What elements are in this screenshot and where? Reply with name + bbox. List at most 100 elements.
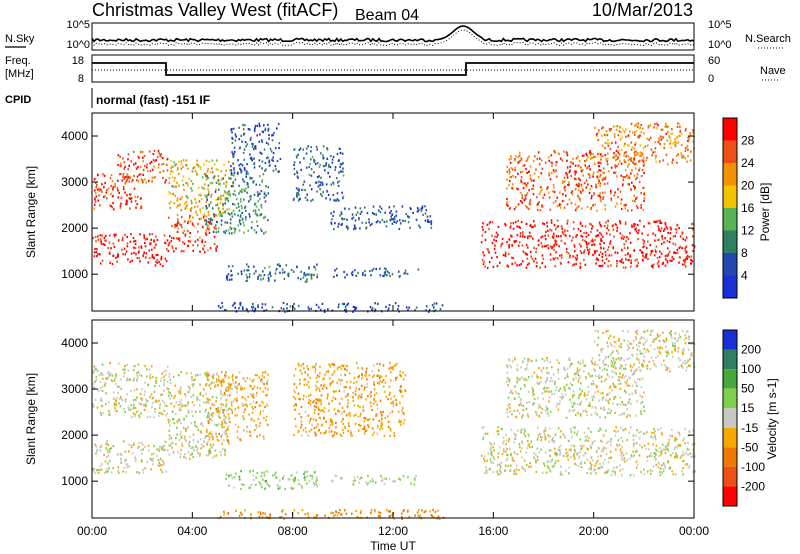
range-cell — [244, 141, 247, 144]
range-cell — [303, 367, 305, 370]
range-cell — [665, 225, 668, 228]
range-cell — [661, 135, 663, 139]
range-cell — [621, 136, 624, 139]
range-cell — [614, 191, 616, 194]
range-cell — [577, 228, 580, 231]
range-cell — [532, 184, 535, 187]
range-cell — [256, 471, 259, 475]
range-cell — [685, 236, 688, 239]
range-cell — [637, 160, 640, 163]
range-cell — [199, 393, 201, 396]
range-cell — [169, 235, 171, 238]
range-cell — [318, 389, 321, 392]
range-cell — [241, 306, 244, 309]
range-cell — [332, 380, 334, 383]
range-cell — [484, 265, 486, 268]
range-cell — [252, 469, 254, 472]
range-cell — [220, 397, 222, 400]
range-cell — [116, 260, 118, 263]
range-cell — [399, 478, 401, 481]
range-cell — [567, 458, 569, 461]
range-cell — [557, 257, 559, 260]
range-cell — [613, 429, 616, 432]
range-cell — [410, 207, 412, 211]
range-cell — [596, 152, 599, 156]
range-cell — [302, 148, 304, 151]
range-cell — [362, 271, 364, 275]
range-cell — [192, 394, 195, 397]
range-cell — [231, 265, 234, 268]
range-cell — [100, 387, 102, 390]
range-cell — [104, 234, 107, 237]
range-cell — [427, 218, 429, 222]
range-cell — [553, 440, 556, 443]
range-cell — [623, 235, 626, 239]
range-cell — [578, 197, 581, 200]
range-cell — [207, 434, 209, 437]
range-cell — [391, 273, 394, 276]
range-cell — [318, 180, 320, 183]
range-cell — [607, 248, 609, 251]
range-cell — [297, 479, 300, 482]
range-cell — [205, 408, 207, 411]
range-cell — [513, 469, 515, 472]
range-cell — [193, 421, 196, 424]
range-cell — [362, 427, 364, 430]
range-cell — [604, 471, 607, 474]
range-cell — [484, 231, 487, 234]
range-cell — [133, 442, 135, 445]
range-cell — [342, 195, 345, 198]
range-cell — [206, 194, 208, 197]
range-cell — [511, 168, 514, 171]
range-cell — [138, 173, 141, 176]
range-cell — [310, 275, 313, 278]
range-cell — [590, 465, 592, 468]
range-cell — [374, 481, 377, 484]
range-cell — [676, 454, 679, 458]
range-cell — [357, 271, 359, 275]
range-cell — [334, 397, 337, 400]
range-cell — [527, 237, 529, 240]
range-cell — [598, 178, 600, 182]
range-cell — [206, 397, 208, 400]
range-cell — [580, 170, 583, 173]
range-cell — [646, 459, 649, 462]
range-cell — [332, 514, 335, 518]
range-cell — [528, 155, 530, 158]
range-cell — [313, 405, 316, 408]
range-cell — [589, 461, 591, 464]
range-cell — [179, 455, 182, 459]
range-cell — [109, 177, 112, 180]
range-cell — [592, 253, 594, 256]
range-cell — [637, 152, 639, 155]
range-cell — [314, 484, 316, 487]
range-cell — [310, 158, 312, 161]
range-cell — [227, 425, 230, 428]
range-cell — [531, 187, 533, 190]
range-cell — [589, 154, 592, 157]
range-cell — [338, 402, 341, 405]
range-cell — [258, 165, 261, 168]
range-cell — [385, 374, 387, 377]
range-cell — [679, 235, 682, 238]
range-cell — [181, 444, 184, 447]
range-cell — [179, 453, 182, 456]
range-cell — [153, 452, 155, 455]
range-cell — [165, 369, 168, 372]
range-cell — [598, 221, 601, 224]
range-cell — [607, 219, 609, 222]
range-cell — [417, 268, 420, 271]
range-cell — [93, 251, 96, 254]
range-cell — [275, 168, 277, 171]
range-cell — [539, 435, 542, 439]
range-cell — [170, 200, 172, 203]
range-cell — [120, 202, 122, 205]
range-cell — [516, 453, 519, 456]
range-cell — [311, 366, 314, 369]
range-cell — [525, 266, 528, 269]
range-cell — [614, 434, 617, 437]
range-cell — [268, 137, 270, 140]
range-cell — [229, 222, 232, 225]
range-cell — [123, 247, 126, 250]
range-cell — [574, 448, 576, 452]
